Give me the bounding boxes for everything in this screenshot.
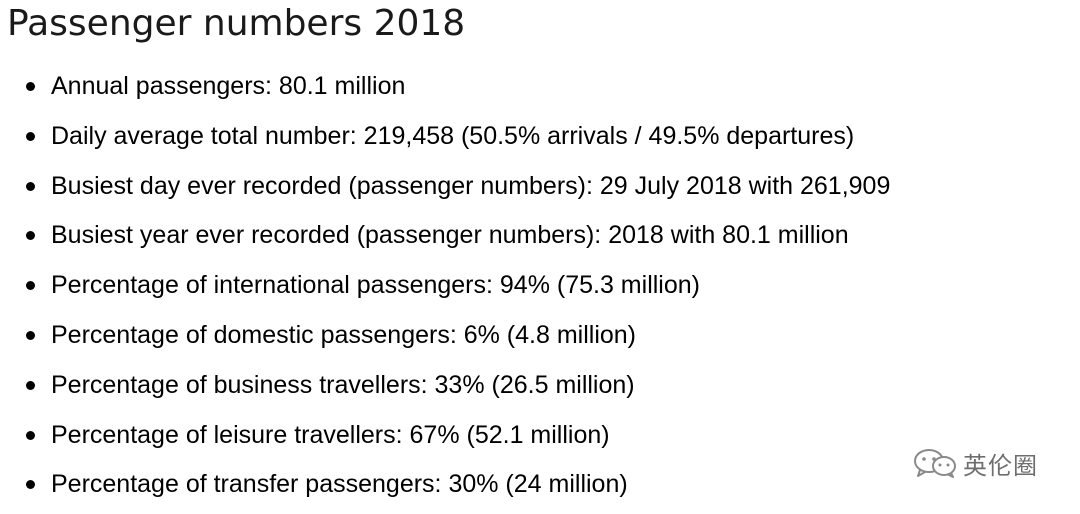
list-item-text: Busiest year ever recorded (passenger nu… <box>51 221 849 250</box>
bullet-icon <box>26 131 35 141</box>
list-item-text: Percentage of international passengers: … <box>51 271 700 300</box>
list-item-text: Daily average total number: 219,458 (50.… <box>51 121 855 150</box>
list-item-text: Percentage of domestic passengers: 6% (4… <box>51 320 637 349</box>
bullet-icon <box>26 380 35 390</box>
list-item-text: Busiest day ever recorded (passenger num… <box>51 171 891 200</box>
wechat-icon <box>914 449 956 478</box>
bullet-icon <box>26 330 35 340</box>
list-item-text: Annual passengers: 80.1 million <box>51 72 406 100</box>
bullet-icon <box>26 281 35 291</box>
list-item-text: Percentage of business travellers: 33% (… <box>51 370 635 399</box>
list-item-text: Percentage of leisure travellers: 67% (5… <box>51 420 610 449</box>
bullet-icon <box>26 430 35 440</box>
watermark-text: 英伦圈 <box>963 451 1038 480</box>
bullet-icon <box>26 82 35 91</box>
bullet-icon <box>26 231 35 241</box>
watermark: 英伦圈 <box>912 447 1038 480</box>
page-title: Passenger numbers 2018 <box>7 3 466 44</box>
bullet-icon <box>26 480 35 490</box>
list-item-text: Percentage of transfer passengers: 30% (… <box>51 470 628 499</box>
bullet-icon <box>26 181 35 191</box>
